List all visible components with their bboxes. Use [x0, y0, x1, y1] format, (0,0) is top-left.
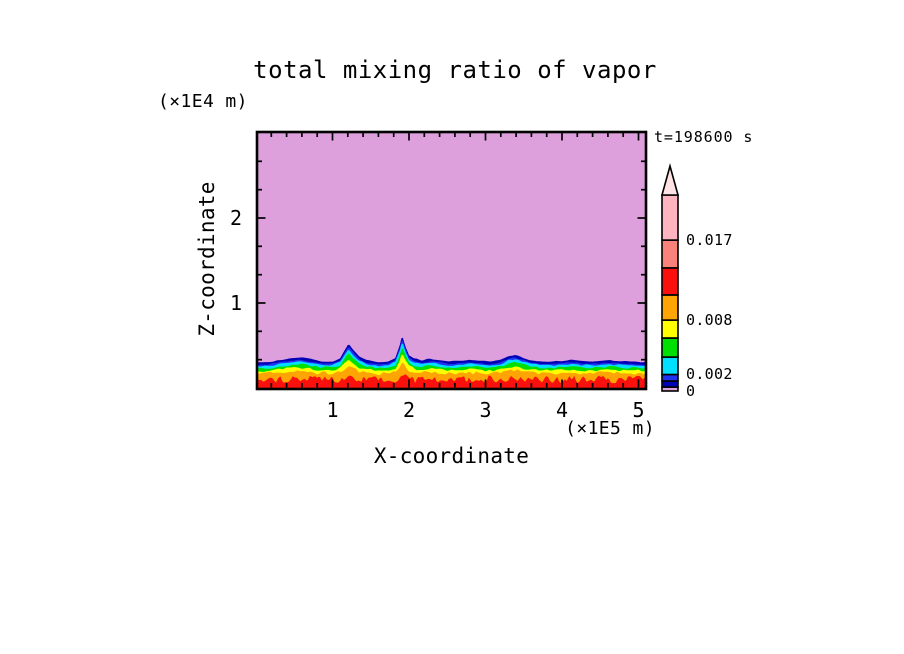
- x-tick-label: 3: [479, 398, 492, 422]
- z-axis-unit-label: (×1E4 m): [158, 91, 248, 112]
- colorbar-segment: [661, 380, 679, 388]
- x-tick-label: 1: [326, 398, 339, 422]
- colorbar: [660, 162, 680, 392]
- z-tick-label: 2: [229, 206, 242, 230]
- field-layer-red: [257, 374, 646, 389]
- colorbar-segment: [661, 194, 679, 241]
- vapor-contour-plot: [255, 130, 648, 391]
- colorbar-tick-label: 0.002: [686, 364, 733, 383]
- colorbar-segment: [661, 373, 679, 382]
- colorbar-segment: [661, 239, 679, 269]
- figure-title: total mixing ratio of vapor: [253, 56, 657, 84]
- field-background: [257, 132, 646, 389]
- colorbar-segment: [661, 319, 679, 339]
- time-label: t=198600 s: [654, 128, 754, 146]
- plot-frame: [255, 130, 648, 391]
- z-tick-label: 1: [229, 291, 242, 315]
- colorbar-segment: [661, 356, 679, 376]
- colorbar-tick-label: 0.017: [686, 231, 733, 250]
- colorbar-tick-label: 0.008: [686, 311, 733, 330]
- x-tick-label: 5: [632, 398, 645, 422]
- colorbar-overflow-arrow: [660, 162, 680, 196]
- x-axis-unit-label: (×1E5 m): [565, 418, 655, 439]
- field-layers: [257, 337, 646, 389]
- colorbar-segment: [661, 337, 679, 358]
- x-tick-label: 2: [402, 398, 416, 422]
- colorbar-segment: [661, 267, 679, 296]
- x-axis-title: X-coordinate: [373, 444, 530, 468]
- colorbar-segment: [661, 294, 679, 321]
- x-tick-label: 4: [555, 398, 569, 422]
- colorbar-tick-label: 0: [686, 381, 696, 400]
